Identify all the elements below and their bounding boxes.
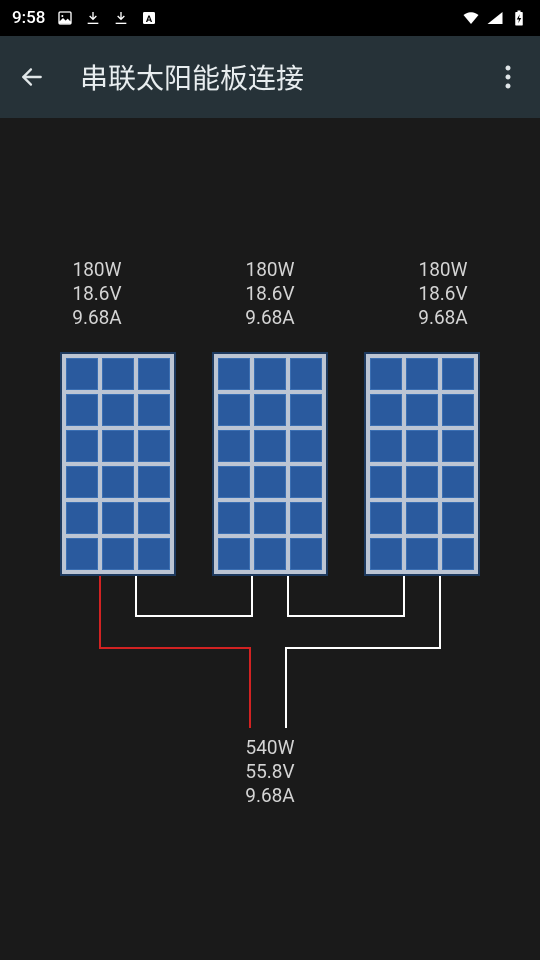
diagram-area: 180W 18.6V 9.68A 180W 18.6V 9.68A 180W 1… [0,118,540,960]
output-spec: 540W 55.8V 9.68A [0,736,540,808]
output-watts: 540W [0,736,540,760]
panel-cell [370,538,402,570]
panel-cell [66,358,98,390]
panel-cell [370,502,402,534]
panel-cell [138,466,170,498]
panel-cell [138,538,170,570]
panel-cell [254,430,286,462]
spec-watts: 180W [213,258,328,282]
panel-cell [442,430,474,462]
panel-cell [66,466,98,498]
panel-cell [370,466,402,498]
panel-cell [290,430,322,462]
spec-watts: 180W [386,258,501,282]
panel-cell [254,538,286,570]
image-icon [57,10,73,26]
panel-cell [370,358,402,390]
panels-row [0,352,540,576]
spec-amps: 9.68A [213,306,328,330]
spec-amps: 9.68A [40,306,155,330]
panel-spec: 180W 18.6V 9.68A [213,258,328,330]
panel-cell [254,466,286,498]
status-time: 9:58 [12,8,45,28]
panel-cell [406,358,438,390]
solar-panel [60,352,176,576]
spec-watts: 180W [40,258,155,282]
panel-cell [406,430,438,462]
wire-series-1 [136,576,252,616]
arrow-left-icon [19,64,45,90]
panel-cell [138,394,170,426]
panel-cell [290,466,322,498]
wire-series-2 [288,576,404,616]
spec-volts: 18.6V [40,282,155,306]
panel-cell [66,502,98,534]
output-volts: 55.8V [0,760,540,784]
panel-cell [218,394,250,426]
spec-volts: 18.6V [213,282,328,306]
panel-cell [102,502,134,534]
panel-cell [254,502,286,534]
panel-cell [442,394,474,426]
back-button[interactable] [12,57,52,97]
signal-icon [486,9,504,27]
panel-cell [442,358,474,390]
status-left: 9:58 A [12,8,157,28]
status-right [462,9,528,27]
panel-cell [102,538,134,570]
status-bar: 9:58 A [0,0,540,36]
panel-cell [406,502,438,534]
panel-cell [218,502,250,534]
panel-cell [102,358,134,390]
panel-cell [406,466,438,498]
panel-cell [102,394,134,426]
panel-cell [290,394,322,426]
panel-cell [102,430,134,462]
wiring-diagram [0,576,540,876]
panel-cell [290,502,322,534]
spec-amps: 9.68A [386,306,501,330]
panel-cell [442,502,474,534]
panel-cell [218,358,250,390]
more-vert-icon [505,65,511,89]
panel-specs-row: 180W 18.6V 9.68A 180W 18.6V 9.68A 180W 1… [0,258,540,330]
panel-cell [406,394,438,426]
svg-text:A: A [146,14,153,25]
panel-cell [442,466,474,498]
panel-cell [290,538,322,570]
panel-cell [102,466,134,498]
panel-cell [218,538,250,570]
letter-a-icon: A [141,10,157,26]
panel-cell [66,394,98,426]
spec-volts: 18.6V [386,282,501,306]
panel-cell [218,430,250,462]
wire-neutral [286,576,440,728]
panel-spec: 180W 18.6V 9.68A [40,258,155,330]
panel-cell [66,430,98,462]
download-icon [85,10,101,26]
more-button[interactable] [488,57,528,97]
panel-cell [138,502,170,534]
panel-cell [370,394,402,426]
panel-cell [406,538,438,570]
panel-cell [138,358,170,390]
wire-positive [100,576,250,728]
panel-spec: 180W 18.6V 9.68A [386,258,501,330]
panel-cell [66,538,98,570]
panel-cell [254,358,286,390]
battery-icon [510,9,528,27]
download-icon [113,10,129,26]
panel-cell [370,430,402,462]
app-bar: 串联太阳能板连接 [0,36,540,118]
panel-cell [218,466,250,498]
panel-cell [138,430,170,462]
page-title: 串联太阳能板连接 [80,57,460,97]
wifi-icon [462,9,480,27]
solar-panel [212,352,328,576]
panel-cell [442,538,474,570]
panel-cell [254,394,286,426]
panel-cell [290,358,322,390]
output-amps: 9.68A [0,784,540,808]
solar-panel [364,352,480,576]
